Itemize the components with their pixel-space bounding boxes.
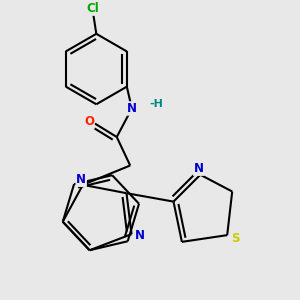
Text: N: N [194, 162, 204, 175]
Text: N: N [127, 102, 137, 115]
Text: O: O [84, 116, 94, 128]
Text: S: S [231, 232, 240, 245]
Text: N: N [76, 173, 86, 186]
Text: -H: -H [149, 99, 163, 109]
Text: N: N [135, 229, 145, 242]
Text: Cl: Cl [87, 2, 99, 15]
